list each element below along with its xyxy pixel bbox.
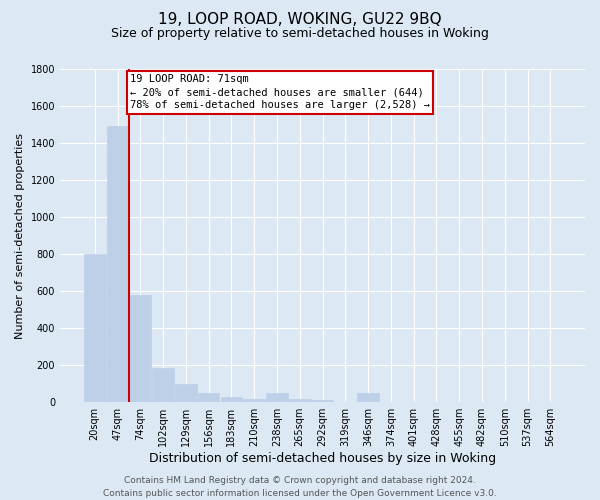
Bar [221, 396, 242, 402]
Bar [107, 126, 128, 402]
Bar [266, 393, 288, 402]
Y-axis label: Number of semi-detached properties: Number of semi-detached properties [15, 132, 25, 338]
Bar [289, 400, 311, 402]
Bar [175, 384, 197, 402]
Text: 19 LOOP ROAD: 71sqm
← 20% of semi-detached houses are smaller (644)
78% of semi-: 19 LOOP ROAD: 71sqm ← 20% of semi-detach… [130, 74, 430, 110]
Bar [152, 368, 174, 402]
Bar [244, 398, 265, 402]
Bar [198, 393, 220, 402]
Bar [312, 400, 334, 402]
Text: 19, LOOP ROAD, WOKING, GU22 9BQ: 19, LOOP ROAD, WOKING, GU22 9BQ [158, 12, 442, 28]
Bar [357, 393, 379, 402]
X-axis label: Distribution of semi-detached houses by size in Woking: Distribution of semi-detached houses by … [149, 452, 496, 465]
Text: Size of property relative to semi-detached houses in Woking: Size of property relative to semi-detach… [111, 28, 489, 40]
Bar [130, 295, 151, 402]
Bar [84, 254, 106, 402]
Text: Contains HM Land Registry data © Crown copyright and database right 2024.
Contai: Contains HM Land Registry data © Crown c… [103, 476, 497, 498]
